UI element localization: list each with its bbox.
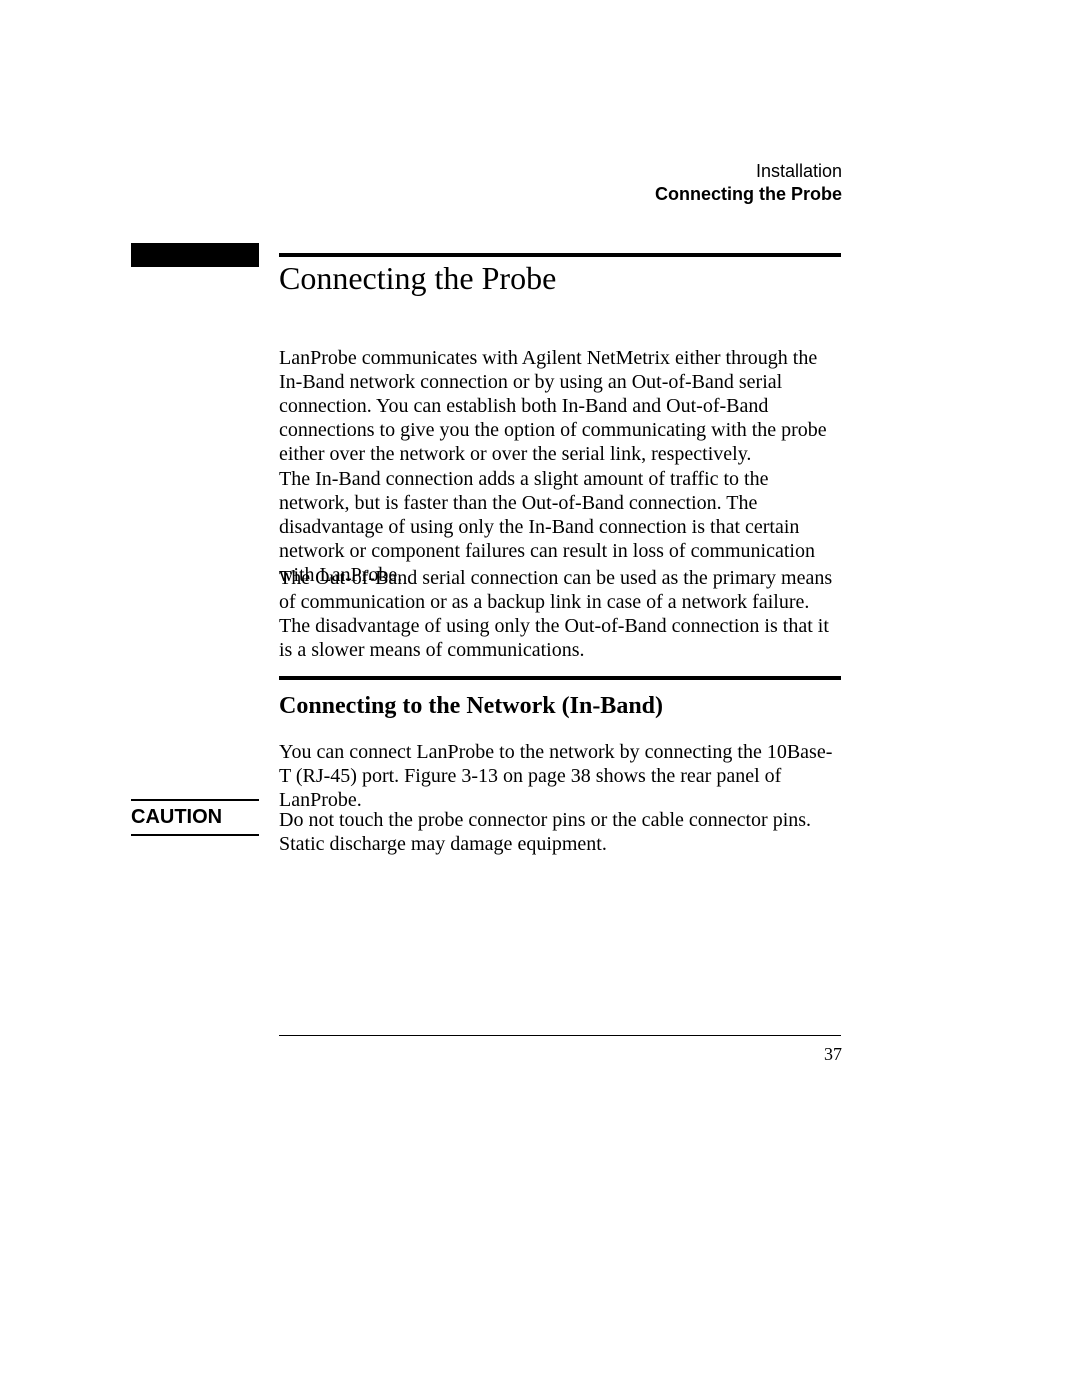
section-heading: Connecting to the Network (In-Band)	[279, 693, 663, 720]
header-chapter: Installation	[655, 160, 842, 183]
caution-body: Do not touch the probe connector pins or…	[279, 808, 841, 856]
page-number: 37	[824, 1044, 842, 1065]
title-black-bar	[131, 243, 259, 267]
caution-rule-bottom	[131, 834, 259, 836]
footer-horizontal-rule	[279, 1035, 841, 1036]
page-title: Connecting the Probe	[279, 260, 556, 297]
section-horizontal-rule	[279, 676, 841, 680]
section-body-paragraph: You can connect LanProbe to the network …	[279, 740, 841, 812]
document-page: Installation Connecting the Probe Connec…	[0, 0, 1080, 1397]
caution-label: CAUTION	[131, 806, 222, 829]
intro-paragraph-3: The Out-of-Band serial connection can be…	[279, 566, 841, 662]
running-header: Installation Connecting the Probe	[655, 160, 842, 205]
title-horizontal-rule	[279, 253, 841, 257]
intro-paragraph-1: LanProbe communicates with Agilent NetMe…	[279, 346, 841, 466]
header-section: Connecting the Probe	[655, 183, 842, 206]
caution-rule-top	[131, 799, 259, 801]
